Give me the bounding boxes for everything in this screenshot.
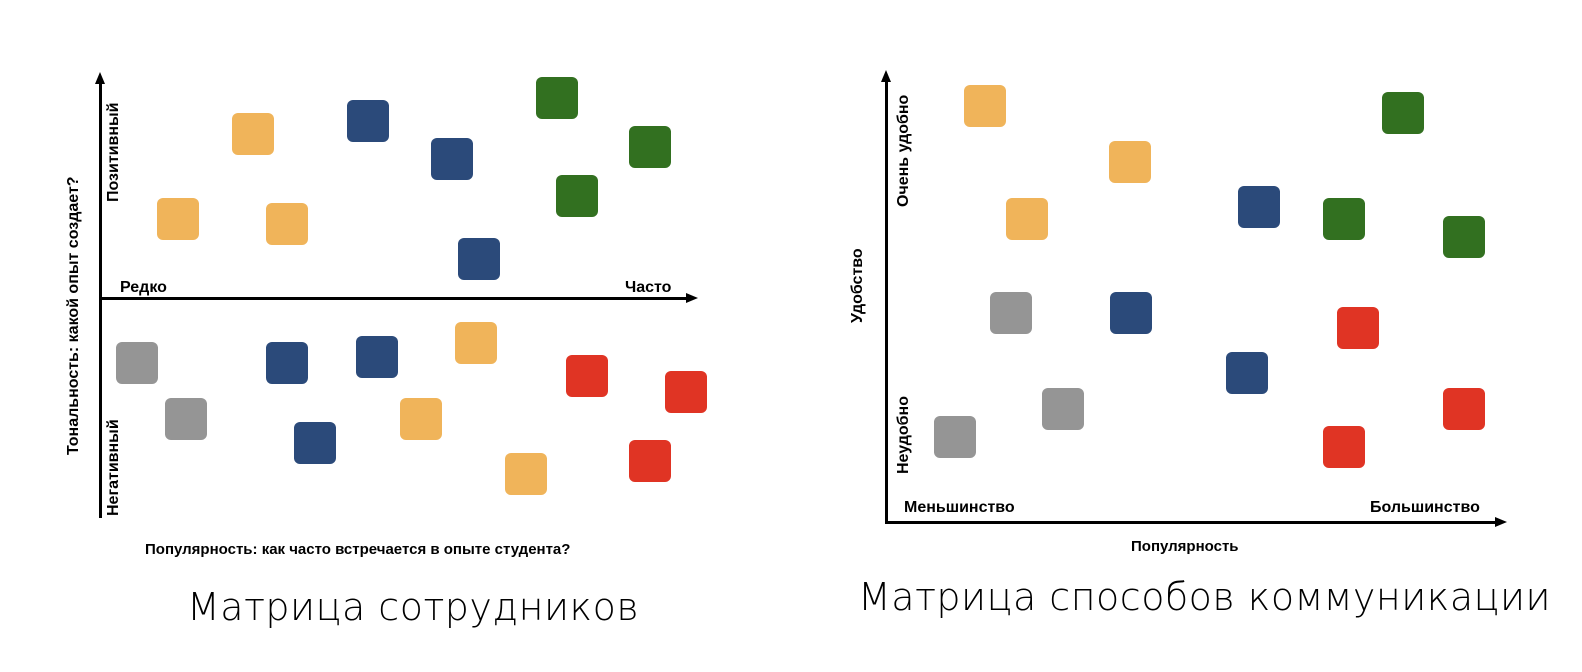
chart-title: Матрица сотрудников [187,585,640,629]
data-point-green [556,175,598,217]
data-point-blue [1238,186,1280,228]
data-point-yellow [400,398,442,440]
x-axis-title: Популярность: как часто встречается в оп… [145,541,571,558]
y-axis-line [885,80,888,524]
data-point-green [1443,216,1485,258]
x-axis-title: Популярность [1131,538,1239,555]
y-axis-low-label: Неудобно [895,396,912,474]
data-point-blue [294,422,336,464]
data-point-yellow [455,322,497,364]
data-point-gray [1042,388,1084,430]
data-point-red [1323,426,1365,468]
data-point-green [629,126,671,168]
x-axis-line [885,521,1497,524]
data-point-yellow [1006,198,1048,240]
y-axis-title: Удобство [849,248,866,323]
data-point-yellow [964,85,1006,127]
data-point-yellow [505,453,547,495]
x-axis-arrow-icon [686,293,698,303]
data-point-gray [934,416,976,458]
chart-title: Матрица способов коммуникации [858,575,1552,619]
data-point-gray [990,292,1032,334]
data-point-green [536,77,578,119]
data-point-red [566,355,608,397]
data-point-blue [1226,352,1268,394]
data-point-red [629,440,671,482]
x-axis-high-label: Часто [625,279,672,296]
x-axis-high-label: Большинство [1370,499,1480,516]
x-axis-arrow-icon [1495,517,1507,527]
data-point-blue [266,342,308,384]
data-point-blue [458,238,500,280]
data-point-blue [1110,292,1152,334]
data-point-green [1382,92,1424,134]
data-point-red [1443,388,1485,430]
y-axis-arrow-icon [95,72,105,84]
x-axis-low-label: Меньшинство [904,499,1015,516]
data-point-red [665,371,707,413]
x-axis-line [100,297,688,300]
y-axis-arrow-icon [881,70,891,82]
y-axis-high-label: Очень удобно [895,94,912,207]
data-point-green [1323,198,1365,240]
data-point-blue [347,100,389,142]
data-point-yellow [157,198,199,240]
data-point-gray [165,398,207,440]
data-point-yellow [266,203,308,245]
data-point-yellow [1109,141,1151,183]
data-point-blue [356,336,398,378]
data-point-blue [431,138,473,180]
data-point-gray [116,342,158,384]
y-axis-line [99,82,102,518]
x-axis-low-label: Редко [120,279,167,296]
data-point-yellow [232,113,274,155]
data-point-red [1337,307,1379,349]
